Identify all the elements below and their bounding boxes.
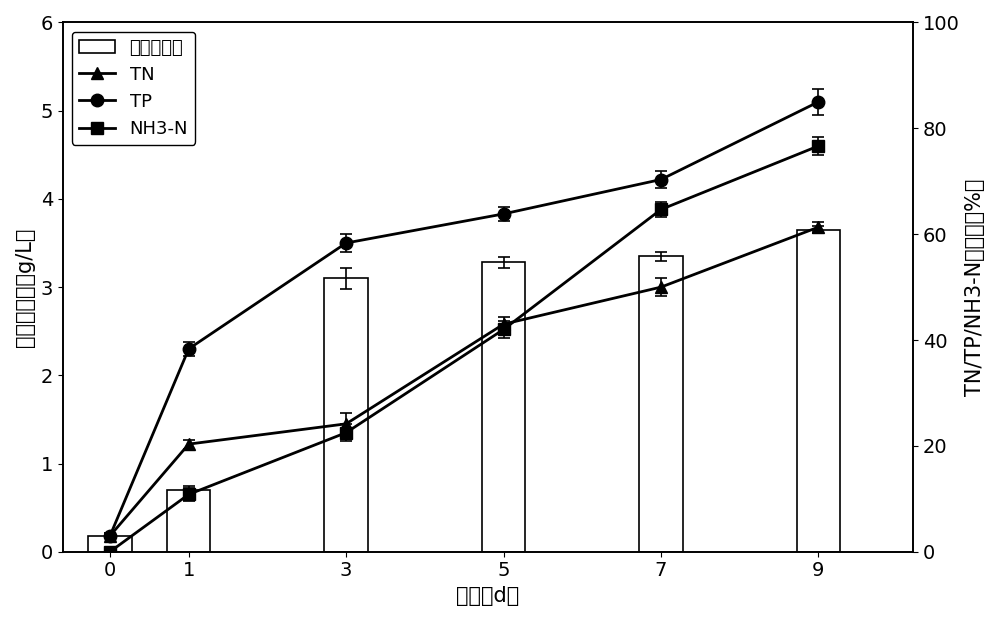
Y-axis label: 微藻生物量（g/L）: 微藻生物量（g/L） [15,227,35,347]
Legend: 微藻生物量, TN, TP, NH3-N: 微藻生物量, TN, TP, NH3-N [72,32,195,145]
Bar [167,490,210,551]
Bar [639,256,683,551]
Bar [324,278,368,551]
Bar [88,536,132,551]
Bar [482,263,525,551]
Bar [797,230,840,551]
X-axis label: 时间（d）: 时间（d） [456,586,519,606]
Y-axis label: TN/TP/NH3-N去除率（%）: TN/TP/NH3-N去除率（%） [965,178,985,396]
